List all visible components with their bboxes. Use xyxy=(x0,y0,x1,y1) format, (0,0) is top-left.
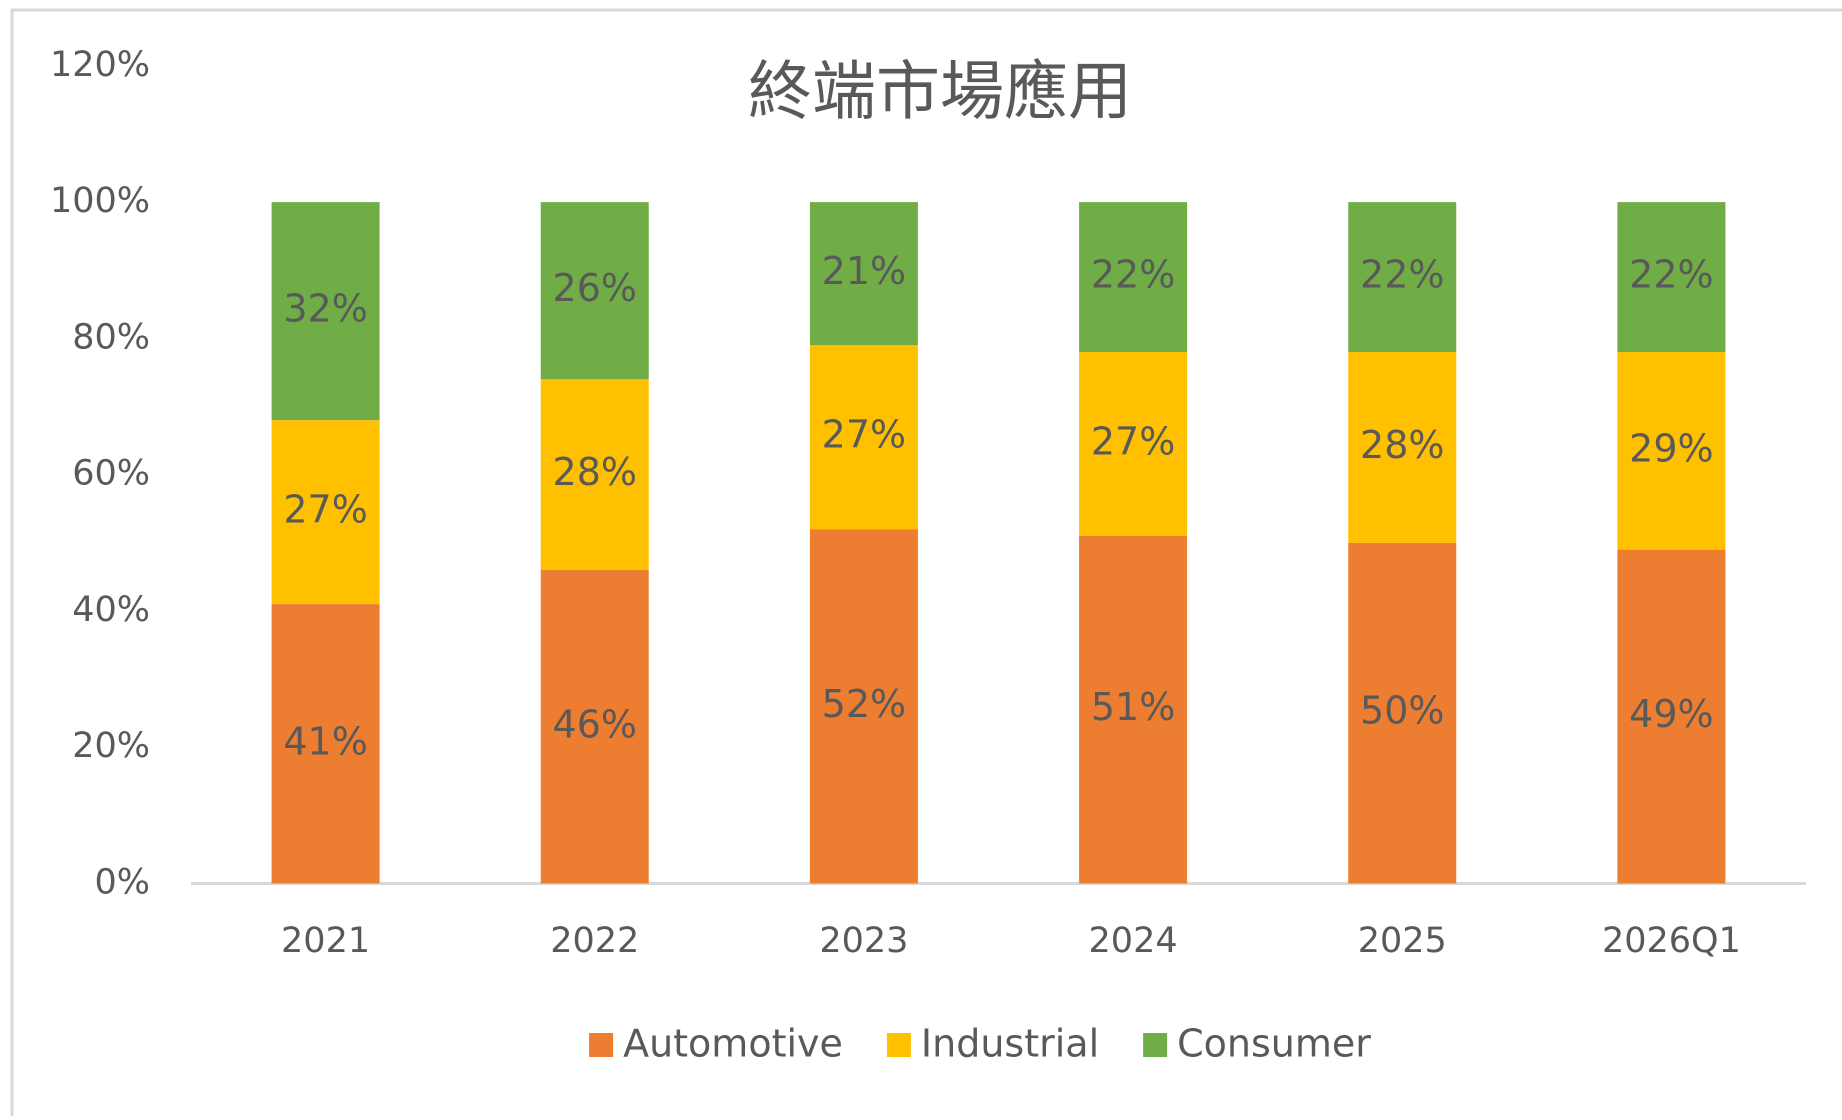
data-label: 22% xyxy=(1360,253,1444,297)
bar-segment xyxy=(271,604,380,884)
x-tick-label: 2021 xyxy=(281,921,370,961)
bar-segment xyxy=(540,379,649,571)
data-label: 32% xyxy=(283,287,367,331)
bar-segment xyxy=(1617,351,1726,550)
y-tick-label: 0% xyxy=(94,863,150,903)
data-label: 21% xyxy=(822,249,906,293)
bar-segment xyxy=(271,420,380,605)
bar-segment xyxy=(1079,202,1188,352)
x-tick-label: 2022 xyxy=(550,921,639,961)
data-label: 22% xyxy=(1629,253,1713,297)
data-label: 27% xyxy=(1091,419,1175,463)
chart-title: 終端市場應用 xyxy=(748,56,1132,130)
y-tick-label: 80% xyxy=(72,317,150,357)
bar-segment xyxy=(1348,351,1457,543)
data-label: 28% xyxy=(553,450,637,494)
data-label: 51% xyxy=(1091,685,1175,729)
legend-swatch xyxy=(589,1033,614,1057)
bar-segment xyxy=(809,345,918,530)
x-tick-label: 2024 xyxy=(1089,921,1178,961)
y-tick-label: 60% xyxy=(72,454,150,494)
bar-segment xyxy=(1079,351,1188,536)
data-label: 27% xyxy=(283,488,367,532)
bar-segment xyxy=(1617,202,1726,352)
bar-segment xyxy=(1617,549,1726,884)
bar-segment xyxy=(1348,202,1457,352)
y-tick-label: 100% xyxy=(50,181,150,221)
bar-segment xyxy=(540,570,649,884)
data-label: 49% xyxy=(1629,692,1713,736)
data-label: 52% xyxy=(822,682,906,726)
legend-label: Industrial xyxy=(921,1022,1099,1066)
y-tick-label: 40% xyxy=(72,590,150,630)
data-label: 22% xyxy=(1091,253,1175,297)
x-tick-label: 2025 xyxy=(1358,921,1447,961)
bar-segment xyxy=(809,202,918,346)
y-tick-label: 120% xyxy=(50,45,150,85)
x-tick-label: 2026Q1 xyxy=(1602,921,1741,961)
bar-segment xyxy=(1079,535,1188,884)
legend-swatch xyxy=(886,1033,911,1057)
data-label: 28% xyxy=(1360,423,1444,467)
data-label: 26% xyxy=(553,266,637,310)
x-tick-label: 2023 xyxy=(819,921,908,961)
legend-label: Automotive xyxy=(623,1022,843,1066)
data-label: 50% xyxy=(1360,689,1444,733)
legend-swatch xyxy=(1143,1033,1168,1057)
data-label: 41% xyxy=(283,719,367,763)
data-label: 27% xyxy=(822,413,906,457)
bar-segment xyxy=(540,202,649,380)
bar-segment xyxy=(1348,542,1457,884)
legend-label: Consumer xyxy=(1177,1022,1371,1066)
data-label: 29% xyxy=(1629,426,1713,470)
data-label: 46% xyxy=(553,702,637,746)
bar-segment xyxy=(271,202,380,421)
y-tick-label: 20% xyxy=(72,726,150,766)
bar-segment xyxy=(809,529,918,884)
